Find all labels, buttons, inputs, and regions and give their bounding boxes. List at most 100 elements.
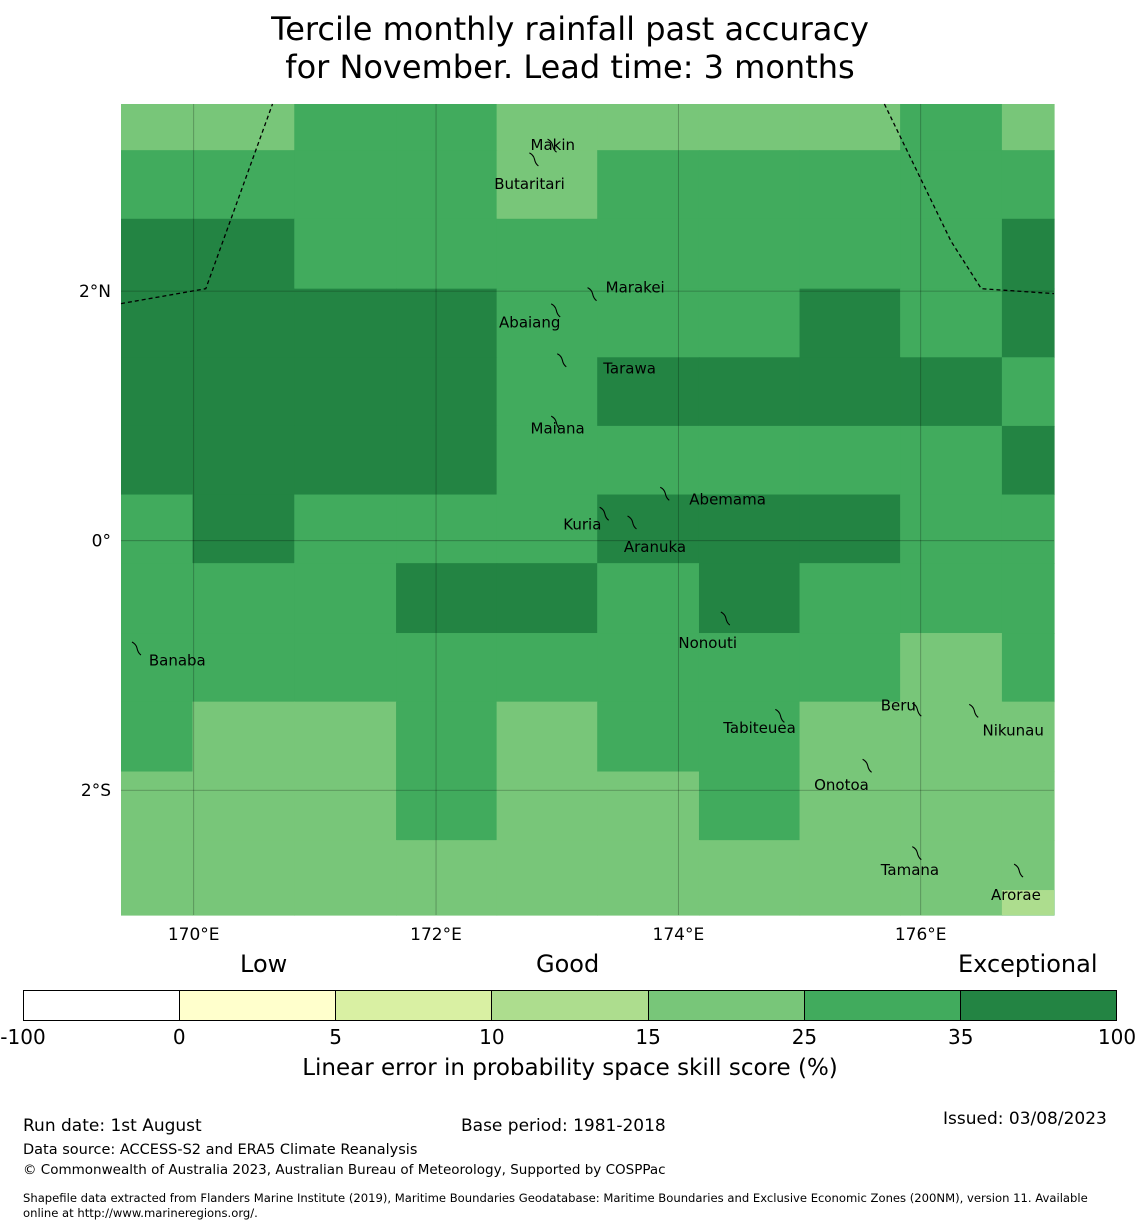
grid-cell (698, 150, 801, 220)
grid-cell (900, 425, 1003, 496)
lat-tick-label: 2°N (79, 282, 111, 302)
shapefile-credit-line-1: Shapefile data extracted from Flanders M… (23, 1191, 1088, 1205)
grid-cell (496, 288, 598, 358)
grid-cell (900, 288, 1003, 358)
island-label-arorae: Arorae (991, 886, 1041, 904)
colorbar-segment (648, 991, 805, 1020)
island-label-kuria: Kuria (563, 515, 601, 533)
grid-cell (396, 288, 498, 358)
grid-cell (396, 563, 498, 634)
island-outline-tamana (912, 846, 922, 861)
colorbar (23, 990, 1117, 1021)
grid-cell (496, 150, 598, 220)
grid-cell (1001, 104, 1055, 151)
grid-cell (900, 357, 1003, 427)
grid-cell (396, 150, 498, 220)
grid-cell (121, 494, 194, 564)
grid-cell (294, 494, 397, 564)
island-outline-marakei (587, 287, 597, 302)
grid-cell (121, 288, 194, 358)
grid-cell (799, 288, 901, 358)
legend-category-low: Low (240, 950, 288, 978)
grid-cell (496, 218, 598, 290)
grid-cell (1001, 425, 1055, 496)
grid-cell (294, 425, 397, 496)
grid-cell (698, 357, 801, 427)
grid-cell (496, 633, 598, 703)
grid-cell (121, 701, 194, 773)
grid-cell (1001, 288, 1055, 358)
grid-cell (496, 425, 598, 496)
grid-cell (698, 288, 801, 358)
colorbar-segment (804, 991, 961, 1020)
grid-cell (396, 840, 498, 916)
grid-cell (294, 150, 397, 220)
island-label-onotoa: Onotoa (814, 776, 869, 794)
grid-cell (396, 357, 498, 427)
grid-cell (900, 150, 1003, 220)
grid-cell (121, 563, 194, 634)
grid-cell (799, 357, 901, 427)
colorbar-segment (24, 991, 181, 1020)
grid-cell (597, 357, 700, 427)
island-outline-abemama (660, 486, 670, 501)
grid-cell (900, 218, 1003, 290)
grid-cell (799, 150, 901, 220)
island-label-makin: Makin (531, 136, 576, 154)
island-outline-aranuka (627, 515, 637, 530)
island-outline-tabiteuea (775, 708, 785, 723)
island-outline-makin (547, 138, 557, 153)
grid-cell (597, 425, 700, 496)
colorbar-label: Linear error in probability space skill … (302, 1055, 838, 1081)
grid-cell (294, 771, 397, 841)
grid-cell (1001, 701, 1055, 773)
island-label-abemama: Abemama (689, 491, 766, 509)
grid-cell (799, 840, 901, 916)
colorbar-segment (492, 991, 649, 1020)
grid-cell (496, 701, 598, 773)
grid-cell (900, 494, 1003, 564)
lon-tick-label: 172°E (410, 925, 462, 945)
issued-date: Issued: 03/08/2023 (943, 1109, 1107, 1129)
island-label-nikunau: Nikunau (983, 721, 1044, 739)
lat-tick-label: 0° (92, 532, 111, 552)
grid-cell (192, 840, 295, 916)
grid-cell (294, 288, 397, 358)
grid-cell (698, 771, 801, 841)
grid-cell (1001, 563, 1055, 634)
colorbar-tick-label: 100 (1097, 1025, 1137, 1049)
grid-cell (900, 771, 1003, 841)
grid-cell (1001, 150, 1055, 220)
island-label-banaba: Banaba (149, 651, 206, 669)
lon-tick-label: 174°E (653, 925, 705, 945)
grid-cell (597, 633, 700, 703)
colorbar-tick-label: 5 (329, 1025, 342, 1049)
grid-cell (799, 494, 901, 564)
grid-cell (698, 840, 801, 916)
island-outline-abaiang (550, 303, 561, 318)
axis-labels: 170°E 172°E 174°E 176°E 2°N 0° 2°S (79, 282, 947, 945)
island-outline-onotoa (862, 758, 872, 773)
grid-cell (698, 633, 801, 703)
island-label-aranuka: Aranuka (624, 538, 686, 556)
grid-cell (597, 288, 700, 358)
grid-cell (799, 701, 901, 773)
island-outline-maiana (550, 415, 561, 430)
grid-cell (294, 104, 397, 151)
grid-cell (496, 494, 598, 564)
grid-cell (192, 218, 295, 290)
colorbar-segment (336, 991, 493, 1020)
colorbar-tick-label: 10 (479, 1025, 505, 1049)
grid-cell (496, 563, 598, 634)
colorbar-segment (180, 991, 337, 1020)
colorbar-tick-label: 0 (172, 1025, 186, 1049)
grid-cell (698, 104, 801, 151)
grid-cell (799, 218, 901, 290)
grid-cell (396, 425, 498, 496)
colorbar-tick-label: 15 (635, 1025, 661, 1049)
island-label-abaiang: Abaiang (499, 313, 560, 331)
legend-category-good: Good (536, 950, 600, 978)
island-label-nonouti: Nonouti (678, 634, 737, 652)
grid-cell (396, 633, 498, 703)
grid-cell (799, 771, 901, 841)
